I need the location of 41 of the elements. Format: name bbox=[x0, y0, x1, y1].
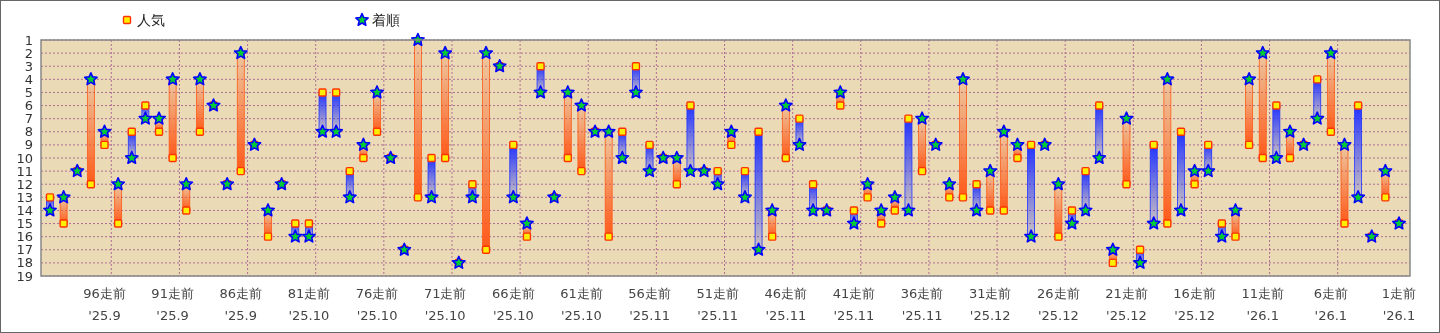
x-tick-label: 81走前 '25.10 bbox=[287, 286, 331, 323]
x-tick-label: 71走前 '25.10 bbox=[423, 286, 467, 323]
x-tick-label: 6走前 '26.1 bbox=[1313, 286, 1349, 323]
y-tick-label: 9 bbox=[24, 137, 33, 153]
x-tick-label: 56走前 '25.11 bbox=[628, 286, 671, 323]
x-tick-label: 1走前 '26.1 bbox=[1381, 286, 1417, 323]
y-tick-label: 2 bbox=[24, 45, 33, 61]
x-tick-label: 96走前 '25.9 bbox=[83, 286, 126, 323]
x-tick-label: 66走前 '25.10 bbox=[492, 286, 535, 323]
x-tick-label: 41走前 '25.11 bbox=[832, 286, 876, 323]
x-tick-label: 26走前 '25.12 bbox=[1037, 286, 1080, 323]
x-tick-label: 16走前 '25.12 bbox=[1173, 286, 1216, 323]
y-tick-label: 14 bbox=[16, 202, 33, 218]
y-tick-label: 1 bbox=[24, 32, 33, 48]
y-tick-label: 13 bbox=[16, 189, 33, 205]
x-tick-label: 21走前 '25.12 bbox=[1105, 286, 1148, 323]
y-tick-label: 3 bbox=[24, 58, 33, 74]
y-tick-label: 15 bbox=[16, 216, 33, 232]
legend-label: 人気 bbox=[137, 12, 165, 28]
y-tick-label: 16 bbox=[16, 229, 33, 245]
y-tick-label: 17 bbox=[16, 242, 33, 258]
y-tick-label: 8 bbox=[24, 124, 33, 140]
y-tick-label: 11 bbox=[16, 163, 33, 179]
x-tick-label: 91走前 '25.9 bbox=[151, 286, 194, 323]
x-tick-label: 61走前 '25.10 bbox=[560, 286, 603, 323]
y-tick-label: 19 bbox=[16, 268, 33, 284]
x-tick-label: 36走前 '25.11 bbox=[900, 286, 944, 323]
x-tick-label: 86走前 '25.9 bbox=[219, 286, 263, 323]
x-tick-label: 76走前 '25.10 bbox=[355, 286, 399, 323]
y-tick-label: 7 bbox=[24, 111, 33, 127]
y-tick-label: 18 bbox=[16, 255, 33, 271]
y-tick-label: 12 bbox=[16, 176, 33, 192]
y-tick-label: 6 bbox=[24, 98, 33, 114]
y-tick-label: 5 bbox=[24, 84, 33, 100]
x-tick-label: 51走前 '25.11 bbox=[696, 286, 739, 323]
y-tick-label: 4 bbox=[24, 71, 33, 87]
x-tick-label: 46走前 '25.11 bbox=[764, 286, 808, 323]
legend-label: 着順 bbox=[372, 12, 400, 28]
y-tick-label: 10 bbox=[16, 150, 33, 166]
x-tick-label: 31走前 '25.12 bbox=[968, 286, 1012, 323]
x-tick-label: 11走前 '26.1 bbox=[1241, 286, 1285, 323]
